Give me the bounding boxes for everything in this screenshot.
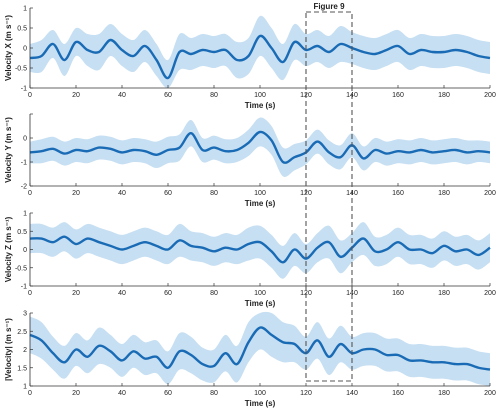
x-tick-label: 100 xyxy=(254,290,266,297)
y-tick-label: 0 xyxy=(23,46,27,53)
x-tick-label: 60 xyxy=(164,190,172,197)
panel-4: 0 20 40 60 80 100 120 140 160 180 200 3 2.5 2 1.5 1 Time… xyxy=(4,311,496,409)
y-tick-label: 1 xyxy=(23,6,27,13)
x-tick-label: 60 xyxy=(164,92,172,99)
x-axis-label: Time (s) xyxy=(245,299,276,308)
x-tick-label: 60 xyxy=(164,290,172,297)
x-tick-label: 140 xyxy=(346,290,358,297)
x-tick-label: 60 xyxy=(164,390,172,397)
annotation-label: Figure 9 xyxy=(313,2,345,11)
x-tick-label: 200 xyxy=(484,190,496,197)
x-tick-label: 160 xyxy=(392,390,404,397)
mean-line xyxy=(29,130,491,164)
y-tick-label: 1 xyxy=(23,384,27,391)
x-tick-label: 20 xyxy=(72,290,80,297)
y-tick-label: -1 xyxy=(21,160,27,167)
y-axis-label: |Velocity| (m s⁻¹) xyxy=(4,318,13,381)
x-axis-label: Time (s) xyxy=(245,199,276,208)
x-tick-label: 160 xyxy=(392,290,404,297)
x-axis-label: Time (s) xyxy=(245,399,276,408)
x-axis-label: Time (s) xyxy=(245,101,276,110)
x-tick-label: 80 xyxy=(210,190,218,197)
x-tick-label: 180 xyxy=(438,290,450,297)
x-tick-label: 100 xyxy=(254,92,266,99)
y-tick-label: -0.5 xyxy=(15,265,27,272)
x-tick-label: 180 xyxy=(438,190,450,197)
y-tick-label: 2 xyxy=(23,347,27,354)
x-tick-label: 80 xyxy=(210,290,218,297)
y-tick-label: -0.5 xyxy=(15,66,27,73)
x-tick-label: 20 xyxy=(72,190,80,197)
x-tick-label: 180 xyxy=(438,390,450,397)
x-tick-label: 120 xyxy=(300,390,312,397)
x-tick-label: 40 xyxy=(118,290,126,297)
y-tick-label: 1 xyxy=(23,211,27,218)
std-band xyxy=(30,15,490,89)
y-axis-label: Velocity Y (m s⁻¹) xyxy=(4,117,13,183)
x-tick-label: 200 xyxy=(484,92,496,99)
x-tick-label: 40 xyxy=(118,92,126,99)
y-tick-label: 2.5 xyxy=(17,329,27,336)
x-tick-label: 160 xyxy=(392,92,404,99)
x-tick-label: 80 xyxy=(210,390,218,397)
y-tick-label: 1.5 xyxy=(17,365,27,372)
y-tick-label: -2 xyxy=(21,184,27,191)
x-tick-label: 180 xyxy=(438,92,450,99)
panel-1: 0 20 40 60 80 100 120 140 160 180 20010.50-0.5-1Ti… xyxy=(4,6,496,111)
y-tick-label: 0.5 xyxy=(17,229,27,236)
x-tick-label: 200 xyxy=(484,390,496,397)
x-tick-label: 200 xyxy=(484,290,496,297)
x-tick-label: 100 xyxy=(254,390,266,397)
x-tick-label: 0 xyxy=(28,290,32,297)
x-tick-label: 140 xyxy=(346,390,358,397)
x-tick-label: 160 xyxy=(392,190,404,197)
y-axis-label: Velocity Z (m s⁻¹) xyxy=(4,216,13,282)
x-tick-label: 40 xyxy=(118,190,126,197)
x-tick-label: 20 xyxy=(72,390,80,397)
y-tick-label: 3 xyxy=(23,311,27,318)
x-tick-label: 0 xyxy=(28,92,32,99)
y-tick-label: -1 xyxy=(21,284,27,291)
mean-line xyxy=(29,34,491,80)
y-axis-label: Velocity X (m s⁻¹) xyxy=(4,15,13,81)
figure9-annotation: Figure 9 xyxy=(305,2,353,382)
std-band xyxy=(30,117,490,177)
std-band xyxy=(30,222,490,279)
y-tick-label: 0.5 xyxy=(17,26,27,33)
x-tick-label: 0 xyxy=(28,190,32,197)
x-tick-label: 80 xyxy=(210,92,218,99)
x-tick-label: 0 xyxy=(28,390,32,397)
x-tick-label: 100 xyxy=(254,190,266,197)
x-tick-label: 20 xyxy=(72,92,80,99)
mean-line xyxy=(29,326,491,371)
std-band xyxy=(30,311,490,386)
y-tick-label: 0 xyxy=(23,247,27,254)
y-tick-label: 0 xyxy=(23,136,27,143)
panel-3: 0 20 40 60 80 100 120 140 160 180 20010.50-0.5-1Ti… xyxy=(4,211,496,309)
mean-line xyxy=(29,235,491,264)
y-tick-label: -1 xyxy=(21,86,27,93)
x-tick-label: 40 xyxy=(118,390,126,397)
